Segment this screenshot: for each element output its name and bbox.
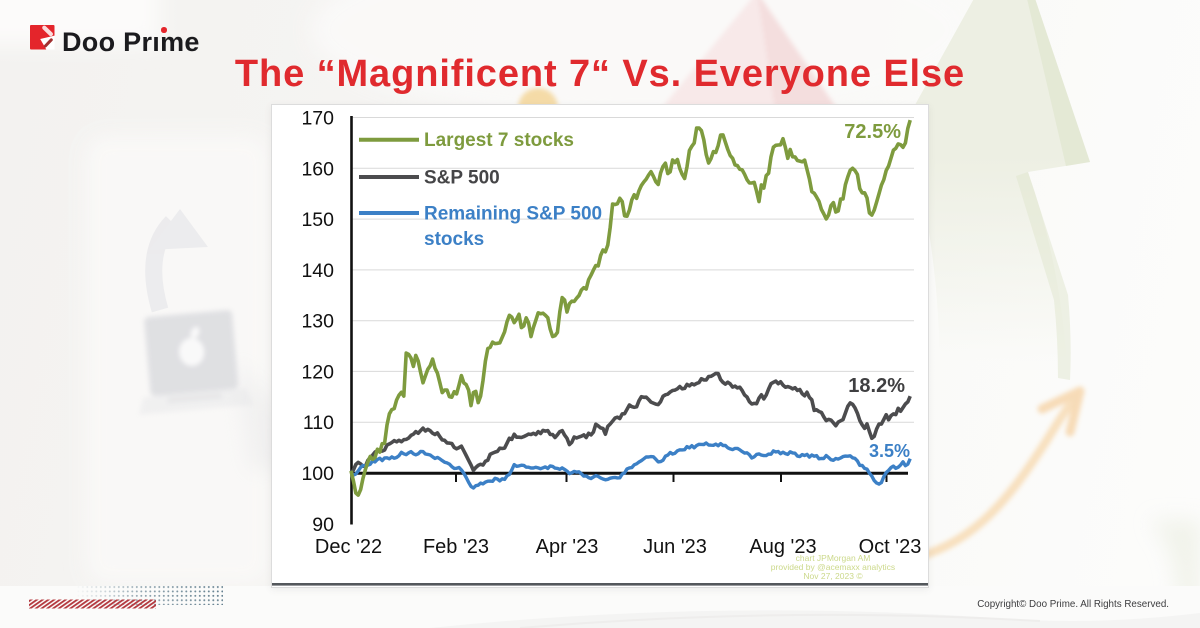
- svg-text:Largest 7 stocks: Largest 7 stocks: [424, 130, 574, 151]
- svg-text:provided by @acemaxx analytics: provided by @acemaxx analytics: [771, 562, 895, 572]
- svg-text:Nov 27, 2023 ©: Nov 27, 2023 ©: [803, 571, 863, 581]
- svg-text:150: 150: [301, 209, 334, 231]
- svg-text:160: 160: [301, 158, 334, 180]
- svg-text:Oct '23: Oct '23: [859, 536, 922, 558]
- svg-text:Dec '22: Dec '22: [315, 536, 382, 558]
- svg-text:chart JPMorgan AM: chart JPMorgan AM: [796, 553, 871, 563]
- svg-text:S&P 500: S&P 500: [424, 168, 500, 189]
- svg-text:130: 130: [301, 311, 334, 333]
- svg-text:90: 90: [312, 514, 334, 536]
- svg-text:100: 100: [301, 463, 334, 485]
- svg-text:Apr '23: Apr '23: [536, 536, 599, 558]
- svg-text:Jun '23: Jun '23: [643, 536, 707, 558]
- svg-text:3.5%: 3.5%: [869, 441, 910, 461]
- svg-text:120: 120: [301, 361, 334, 383]
- svg-text:72.5%: 72.5%: [844, 121, 901, 143]
- svg-text:stocks: stocks: [424, 229, 484, 250]
- svg-text:Remaining S&P 500: Remaining S&P 500: [424, 204, 602, 225]
- svg-text:Aug '23: Aug '23: [749, 536, 816, 558]
- svg-text:140: 140: [301, 260, 334, 282]
- svg-text:18.2%: 18.2%: [848, 375, 905, 397]
- svg-text:170: 170: [301, 108, 334, 130]
- svg-text:Feb '23: Feb '23: [423, 536, 489, 558]
- svg-text:110: 110: [303, 412, 334, 434]
